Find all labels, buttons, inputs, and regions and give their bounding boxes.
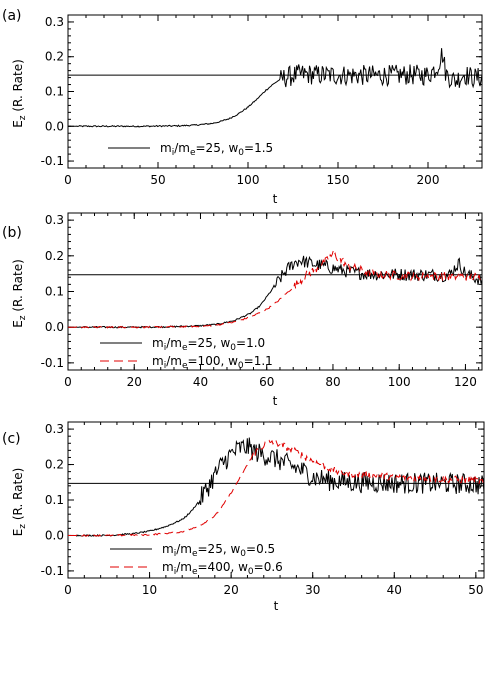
legend-label: mi/me=25, w0=1.0 <box>152 336 265 353</box>
x-tick-label: 120 <box>454 375 477 389</box>
x-tick-label: 50 <box>468 583 483 597</box>
series-line-2 <box>68 250 483 329</box>
y-tick-label: -0.1 <box>41 564 64 578</box>
y-tick-label: -0.1 <box>41 356 64 370</box>
x-tick-label: 0 <box>64 173 72 187</box>
y-tick-label: 0.2 <box>45 249 64 263</box>
x-tick-label: 40 <box>387 583 402 597</box>
x-tick-label: 200 <box>417 173 440 187</box>
legend-label: mi/me=25, w0=1.5 <box>160 141 273 158</box>
y-axis-label: Ez (R. Rate) <box>11 468 28 537</box>
x-tick-label: 100 <box>237 173 260 187</box>
plot-frame <box>67 212 483 371</box>
y-tick-label: 0.0 <box>45 119 64 133</box>
y-tick-label: 0.1 <box>45 285 64 299</box>
panel-label: (b) <box>2 225 22 241</box>
panel-c: 0 10 20 30 40 50 -0.1 0.0 0.1 0.2 0.3 mi/me=25, w0=… <box>2 421 485 613</box>
series-line-2 <box>68 438 485 537</box>
y-axis-label: Ez (R. Rate) <box>11 59 28 128</box>
x-axis-label: t <box>273 394 278 408</box>
x-tick-label: 150 <box>327 173 350 187</box>
x-tick-label: 20 <box>223 583 238 597</box>
y-axis-label: Ez (R. Rate) <box>11 259 28 328</box>
plot-frame <box>67 421 485 579</box>
x-axis-label: t <box>273 192 278 206</box>
y-tick-label: 0.1 <box>45 85 64 99</box>
x-tick-label: 40 <box>193 375 208 389</box>
y-tick-label: 0.3 <box>45 213 64 227</box>
plot-frame <box>67 14 483 169</box>
x-tick-label: 10 <box>142 583 157 597</box>
legend-label: mi/me=25, w0=0.5 <box>162 542 275 559</box>
panel-a: 0 50 100 150 200 -0.1 0.0 0.1 0.2 0.3 mi/me=25, w0… <box>2 8 483 206</box>
x-tick-label: 0 <box>64 583 72 597</box>
y-tick-label: 0.0 <box>45 528 64 542</box>
x-axis-label: t <box>274 599 279 613</box>
y-tick-label: -0.1 <box>41 154 64 168</box>
legend-label: mi/me=400, w0=0.6 <box>162 560 283 577</box>
x-tick-label: 50 <box>150 173 165 187</box>
x-tick-label: 80 <box>325 375 340 389</box>
x-tick-label: 100 <box>388 375 411 389</box>
panel-b: 0 20 40 60 80 100 120 -0.1 0.0 0.1 0.2 0.3 mi/me=25,… <box>2 212 483 408</box>
y-tick-label: 0.3 <box>45 422 64 436</box>
series-line-1 <box>68 48 483 128</box>
series-line-1 <box>68 437 485 537</box>
panel-label: (c) <box>2 431 21 447</box>
y-tick-label: 0.3 <box>45 15 64 29</box>
y-tick-label: 0.0 <box>45 320 64 334</box>
x-tick-label: 30 <box>305 583 320 597</box>
y-tick-label: 0.1 <box>45 493 64 507</box>
legend-label: mi/me=100, w0=1.1 <box>152 354 273 371</box>
x-tick-label: 60 <box>259 375 274 389</box>
x-tick-label: 20 <box>127 375 142 389</box>
y-tick-label: 0.2 <box>45 458 64 472</box>
x-tick-label: 0 <box>64 375 72 389</box>
series-line-1 <box>68 255 483 329</box>
panel-label: (a) <box>2 8 22 24</box>
y-tick-label: 0.2 <box>45 50 64 64</box>
